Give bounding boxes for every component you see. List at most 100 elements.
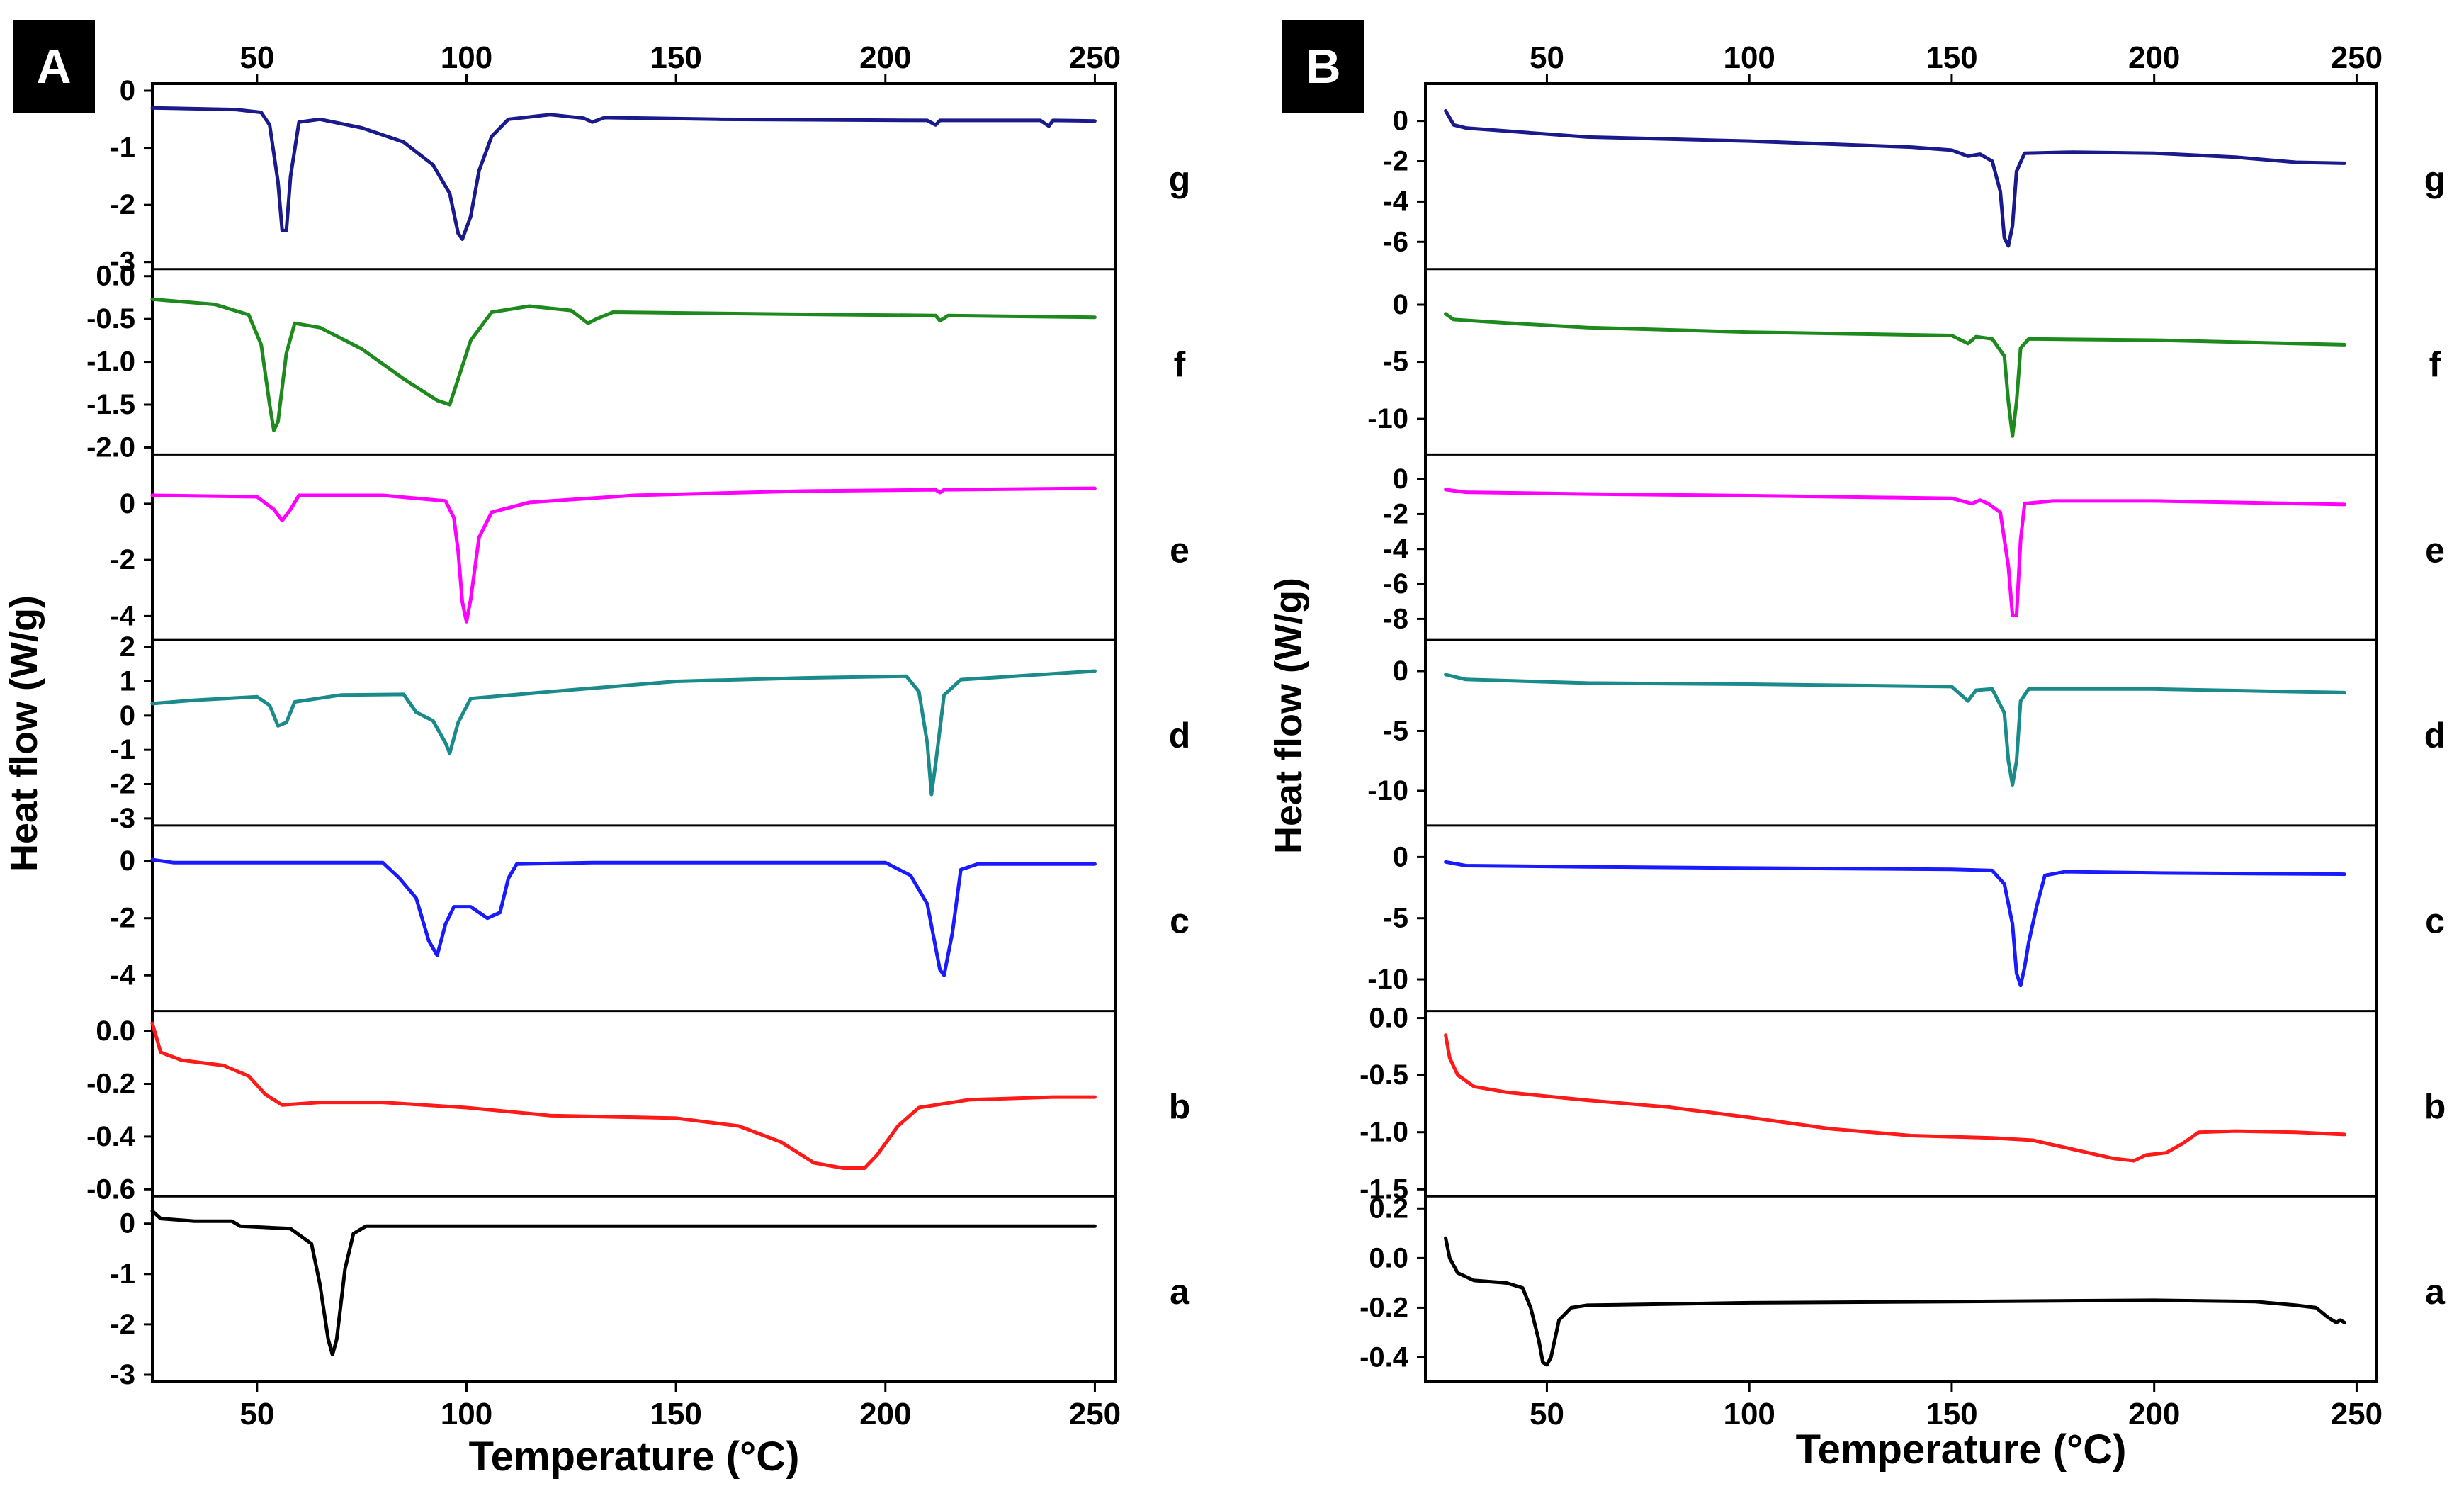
trace-label-b-a: a xyxy=(2425,1272,2446,1312)
series-line-a-d xyxy=(150,669,1097,797)
x-tick-label-top-a: 200 xyxy=(859,40,911,75)
series-line-a-c xyxy=(150,857,1097,977)
y-tick-label-b-e: -4 xyxy=(1383,534,1408,565)
y-tick-label-b-b: -1.0 xyxy=(1360,1117,1408,1148)
panel-a: A Heat flow (W/g) Temperature (°C) 50 50 1… xyxy=(3,20,1190,1480)
y-tick-label-a-d: 1 xyxy=(120,665,135,697)
trace-label-a-d: d xyxy=(1169,716,1191,755)
x-tick-label-bottom-b: 200 xyxy=(2128,1397,2180,1431)
x-tick-label-bottom-a: 200 xyxy=(859,1397,911,1431)
plot-frame-b xyxy=(1424,82,2378,1383)
y-tick-label-a-b: -0.4 xyxy=(86,1121,136,1152)
panel-label-b: B xyxy=(1306,40,1340,94)
x-tick-label-bottom-b: 250 xyxy=(2331,1397,2383,1431)
y-axis-title-b: Heat flow (W/g) xyxy=(1267,578,1310,854)
y-tick-label-b-d: -10 xyxy=(1367,775,1408,806)
y-axis-title-a: Heat flow (W/g) xyxy=(3,595,45,872)
y-tick-label-a-c: 0 xyxy=(120,845,135,877)
trace-label-a-b: b xyxy=(1169,1086,1191,1126)
y-tick-label-a-e: 0 xyxy=(120,488,135,519)
panel-b: B Heat flow (W/g) Temperature (°C) 50 50 1… xyxy=(1267,20,2446,1473)
y-tick-label-a-f: 0.0 xyxy=(96,261,135,292)
y-tick-label-a-f: -0.5 xyxy=(86,303,135,334)
y-tick-label-b-d: 0 xyxy=(1393,655,1408,687)
x-tick-label-top-b: 150 xyxy=(1926,40,1977,75)
y-tick-label-a-d: -2 xyxy=(110,769,135,800)
trace-label-a-f: f xyxy=(1174,345,1186,385)
y-tick-label-b-a: 0.0 xyxy=(1369,1242,1408,1273)
y-tick-label-b-a: -0.4 xyxy=(1360,1341,1409,1373)
panel-badge-b xyxy=(1282,20,1364,113)
x-tick-label-bottom-a: 50 xyxy=(239,1397,274,1431)
x-axis-title-a: Temperature (°C) xyxy=(469,1434,800,1480)
y-tick-label-a-g: -2 xyxy=(110,189,135,220)
y-tick-label-b-d: -5 xyxy=(1383,715,1408,746)
y-tick-label-a-e: -2 xyxy=(110,544,135,575)
y-tick-label-a-a: -1 xyxy=(110,1259,135,1290)
trace-label-b-e: e xyxy=(2425,530,2445,570)
trace-label-b-c: c xyxy=(2425,901,2445,941)
y-tick-label-a-f: -1.5 xyxy=(86,389,135,420)
y-tick-label-b-c: -10 xyxy=(1367,964,1408,995)
y-tick-label-a-d: 0 xyxy=(120,700,135,731)
y-tick-label-b-c: -5 xyxy=(1383,903,1408,934)
x-tick-label-top-a: 250 xyxy=(1069,40,1121,75)
y-tick-label-b-c: 0 xyxy=(1393,841,1408,872)
panel-badge-a xyxy=(13,20,95,113)
y-tick-label-a-c: -4 xyxy=(110,960,135,991)
y-tick-label-a-c: -2 xyxy=(110,903,135,934)
trace-label-b-f: f xyxy=(2429,345,2441,385)
y-tick-label-a-g: 0 xyxy=(120,75,135,106)
x-tick-label-top-b: 200 xyxy=(2128,40,2180,75)
series-line-a-f xyxy=(150,297,1097,432)
x-tick-label-top-b: 250 xyxy=(2331,40,2383,75)
x-tick-label-top-a: 150 xyxy=(650,40,701,75)
x-tick-label-bottom-a: 100 xyxy=(441,1397,492,1431)
y-tick-label-b-b: -1.5 xyxy=(1360,1174,1408,1205)
y-tick-label-a-d: -1 xyxy=(110,734,135,765)
trace-label-b-b: b xyxy=(2424,1086,2446,1126)
y-tick-label-b-b: 0.0 xyxy=(1369,1003,1408,1034)
y-tick-label-b-g: 0 xyxy=(1393,106,1408,137)
trace-label-a-c: c xyxy=(1170,901,1189,941)
y-tick-label-a-b: -0.2 xyxy=(86,1069,135,1100)
x-tick-label-bottom-a: 250 xyxy=(1069,1397,1121,1431)
y-tick-label-a-g: -3 xyxy=(110,247,135,278)
trace-label-a-g: g xyxy=(1169,159,1191,199)
series-line-a-b xyxy=(150,1021,1097,1170)
plot-frame-a xyxy=(151,82,1117,1383)
series-line-a-e xyxy=(150,486,1097,624)
y-tick-label-a-d: -3 xyxy=(110,803,135,834)
series-line-b-f xyxy=(1444,312,2346,438)
series-line-b-c xyxy=(1444,860,2346,988)
trace-label-b-d: d xyxy=(2424,716,2446,755)
y-tick-label-b-f: -5 xyxy=(1383,347,1408,378)
y-tick-label-b-g: -2 xyxy=(1383,146,1408,177)
y-tick-label-b-e: -8 xyxy=(1383,603,1408,634)
trace-label-a-e: e xyxy=(1170,530,1189,570)
y-tick-label-a-g: -1 xyxy=(110,133,135,164)
x-tick-label-bottom-b: 50 xyxy=(1530,1397,1564,1431)
x-tick-label-top-b: 100 xyxy=(1723,40,1775,75)
trace-label-b-g: g xyxy=(2424,159,2446,199)
trace-label-a-a: a xyxy=(1170,1272,1190,1312)
x-tick-label-top-a: 100 xyxy=(441,40,492,75)
y-tick-label-b-f: -10 xyxy=(1367,403,1408,434)
x-axis-title-b: Temperature (°C) xyxy=(1796,1427,2127,1473)
x-tick-label-top-a: 50 xyxy=(239,40,274,75)
y-tick-label-b-a: 0.2 xyxy=(1369,1193,1408,1224)
y-tick-label-a-a: -3 xyxy=(110,1359,135,1390)
y-tick-label-a-a: -2 xyxy=(110,1309,135,1340)
y-tick-label-a-f: -2.0 xyxy=(86,432,135,463)
y-tick-label-b-f: 0 xyxy=(1393,289,1408,320)
y-tick-label-b-g: -6 xyxy=(1383,226,1408,257)
y-tick-label-b-g: -4 xyxy=(1383,186,1408,217)
y-tick-label-b-e: -6 xyxy=(1383,568,1408,600)
series-line-b-a xyxy=(1444,1236,2346,1367)
series-line-a-g xyxy=(150,106,1097,241)
x-tick-label-bottom-b: 150 xyxy=(1926,1397,1977,1431)
series-line-b-g xyxy=(1444,108,2346,248)
y-tick-label-b-b: -0.5 xyxy=(1360,1059,1408,1091)
y-tick-label-a-e: -4 xyxy=(110,600,135,631)
